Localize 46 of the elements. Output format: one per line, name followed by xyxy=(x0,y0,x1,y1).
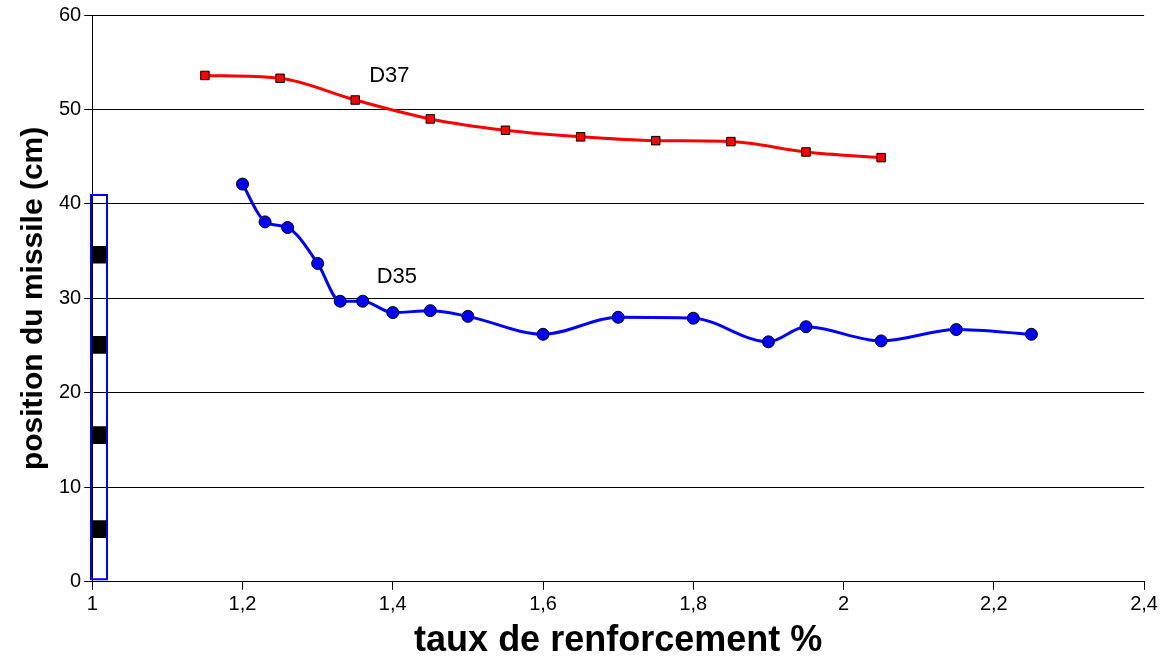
point xyxy=(761,335,775,349)
point xyxy=(425,114,436,124)
point xyxy=(236,177,250,191)
point xyxy=(801,147,811,157)
point xyxy=(874,334,888,348)
point xyxy=(423,304,437,318)
point xyxy=(461,309,475,323)
y-tick-label: 30 xyxy=(59,285,82,308)
x-tick-label: 2,4 xyxy=(1130,592,1158,615)
x-tick-label: 2,2 xyxy=(979,592,1008,615)
series-label: D37 xyxy=(369,62,410,88)
y-tick-label: 60 xyxy=(59,2,82,25)
point xyxy=(536,327,550,341)
point xyxy=(949,323,963,337)
point xyxy=(651,135,661,146)
point xyxy=(386,306,400,320)
point xyxy=(500,125,511,135)
point xyxy=(356,294,370,308)
y-tick-label: 10 xyxy=(59,474,82,497)
y-tick-label: 20 xyxy=(59,380,82,403)
point xyxy=(611,310,625,324)
point xyxy=(258,215,272,229)
point xyxy=(686,311,700,325)
x-tick-label: 1 xyxy=(86,592,98,615)
x-tick-label: 1,4 xyxy=(378,592,407,615)
x-tick-label: 1,2 xyxy=(228,592,257,615)
x-tick-label: 2 xyxy=(838,592,850,615)
point xyxy=(333,294,347,308)
x-tick-label: 1,6 xyxy=(529,592,557,615)
point xyxy=(726,136,736,147)
point xyxy=(281,221,295,235)
y-tick-label: 50 xyxy=(59,96,82,119)
point xyxy=(876,152,886,163)
y-axis-title: position du missile (cm) xyxy=(15,126,49,471)
x-axis-title: taux de renforcement % xyxy=(414,618,823,660)
point xyxy=(1024,327,1038,341)
point xyxy=(311,256,325,270)
series-label: D35 xyxy=(376,263,418,289)
point xyxy=(275,73,285,84)
point xyxy=(799,320,813,334)
y-tick-label: 0 xyxy=(70,569,82,592)
point xyxy=(200,70,210,81)
point xyxy=(350,95,360,105)
y-tick-label: 40 xyxy=(59,191,82,214)
point xyxy=(575,132,586,142)
x-tick-label: 1,8 xyxy=(679,592,708,615)
